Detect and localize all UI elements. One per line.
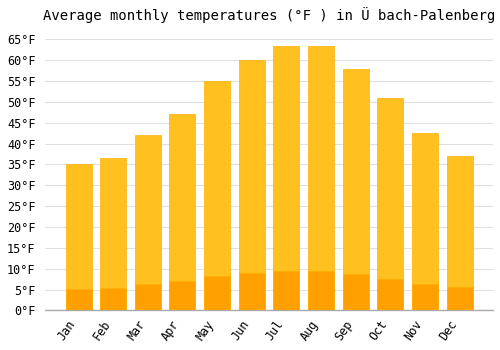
Bar [204, 81, 230, 310]
Bar [66, 164, 92, 310]
Bar [378, 279, 404, 310]
Bar [204, 276, 230, 310]
Bar [170, 281, 196, 310]
Bar [100, 288, 126, 310]
Bar [308, 46, 334, 310]
Bar [412, 133, 438, 310]
Bar [239, 60, 265, 310]
Bar [135, 135, 161, 310]
Title: Average monthly temperatures (°F ) in Ü bach-Palenberg: Average monthly temperatures (°F ) in Ü … [43, 7, 495, 23]
Bar [342, 274, 368, 310]
Bar [378, 98, 404, 310]
Bar [308, 271, 334, 310]
Bar [446, 287, 472, 310]
Bar [170, 114, 196, 310]
Bar [239, 273, 265, 310]
Bar [412, 284, 438, 310]
Bar [274, 271, 299, 310]
Bar [274, 46, 299, 310]
Bar [135, 284, 161, 310]
Bar [342, 69, 368, 310]
Bar [66, 288, 92, 310]
Bar [446, 156, 472, 310]
Bar [100, 158, 126, 310]
